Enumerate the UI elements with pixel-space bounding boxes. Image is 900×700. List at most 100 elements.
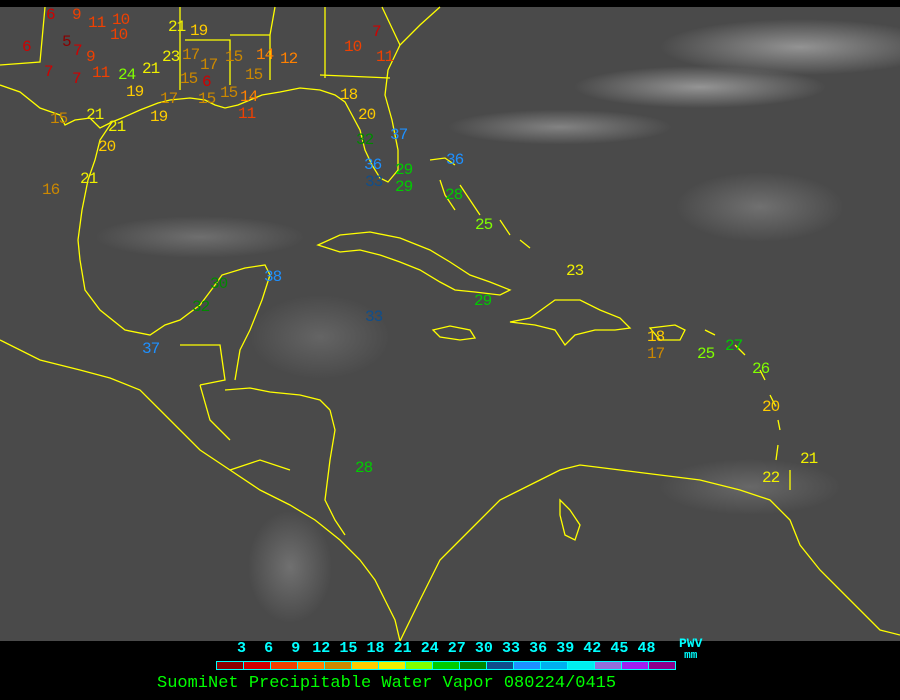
station-pwv-label: 25	[697, 345, 715, 363]
station-pwv-label: 10	[110, 26, 128, 44]
legend-swatch	[541, 662, 568, 669]
station-pwv-label: 24	[118, 66, 136, 84]
station-pwv-label: 11	[88, 14, 106, 32]
station-pwv-label: 22	[762, 469, 780, 487]
legend-swatch	[352, 662, 379, 669]
station-pwv-label: 21	[86, 106, 104, 124]
station-pwv-label: 37	[390, 126, 408, 144]
legend-swatch	[487, 662, 514, 669]
lake-maracaibo	[559, 498, 581, 541]
legend-tick: 33	[502, 640, 521, 657]
station-pwv-label: 20	[98, 138, 116, 156]
legend-tick: 12	[312, 640, 331, 657]
station-pwv-label: 15	[245, 66, 263, 84]
station-pwv-label: 19	[150, 108, 168, 126]
station-pwv-label: 30	[210, 275, 228, 293]
map-title: SuomiNet Precipitable Water Vapor 080224…	[157, 674, 617, 693]
station-pwv-label: 10	[344, 38, 362, 56]
station-pwv-label: 17	[647, 345, 665, 363]
legend-swatch	[433, 662, 460, 669]
legend-swatch	[622, 662, 649, 669]
station-pwv-label: 19	[126, 83, 144, 101]
station-pwv-label: 29	[395, 161, 413, 179]
lesser-antilles	[704, 329, 791, 490]
station-pwv-label: 6	[202, 73, 212, 91]
station-pwv-label: 32	[192, 298, 210, 316]
texas-mexico-coast	[77, 121, 271, 381]
station-pwv-label: 23	[162, 48, 180, 66]
mexico-borders	[180, 344, 291, 471]
station-pwv-label: 18	[340, 86, 358, 104]
station-pwv-label: 21	[168, 18, 186, 36]
station-pwv-label: 7	[44, 63, 54, 81]
south-america-coast	[399, 464, 900, 641]
legend-swatch	[406, 662, 433, 669]
station-pwv-label: 15	[198, 90, 216, 108]
station-pwv-label: 28	[445, 186, 463, 204]
legend-tick: 39	[556, 640, 575, 657]
station-pwv-label: 21	[108, 118, 126, 136]
central-america	[0, 339, 401, 641]
station-pwv-label: 17	[182, 46, 200, 64]
station-pwv-label: 33	[365, 308, 383, 326]
puerto-rico	[648, 324, 686, 341]
legend-swatch	[217, 662, 244, 669]
legend-unit: PWV mm	[679, 636, 703, 662]
legend-tick: 15	[339, 640, 358, 657]
station-pwv-label: 9	[86, 48, 96, 66]
station-pwv-label: 21	[80, 170, 98, 188]
legend-swatch	[514, 662, 541, 669]
station-pwv-label: 20	[762, 398, 780, 416]
legend-swatch	[244, 662, 271, 669]
station-pwv-label: 18	[647, 328, 665, 346]
station-pwv-label: 5	[62, 33, 72, 51]
station-pwv-label: 38	[264, 268, 282, 286]
legend-tick: 27	[447, 640, 466, 657]
station-pwv-label: 21	[142, 60, 160, 78]
station-pwv-label: 6	[46, 6, 56, 24]
station-pwv-label: 16	[42, 181, 60, 199]
jamaica	[431, 325, 477, 341]
station-pwv-label: 17	[200, 56, 218, 74]
legend-unit-top: PWV	[679, 636, 703, 651]
station-pwv-label: 23	[566, 262, 584, 280]
legend-tick: 24	[420, 640, 439, 657]
hispaniola	[509, 299, 632, 347]
legend-swatch	[271, 662, 298, 669]
station-pwv-label: 15	[50, 110, 68, 128]
station-pwv-label: 36	[364, 156, 382, 174]
station-pwv-label: 14	[240, 88, 258, 106]
station-pwv-label: 17	[160, 90, 178, 108]
legend-swatch	[460, 662, 487, 669]
us-state-borders	[0, 6, 401, 90]
station-pwv-label: 29	[474, 292, 492, 310]
station-pwv-label: 25	[475, 216, 493, 234]
cuba	[316, 231, 512, 296]
legend-tick: 21	[393, 640, 412, 657]
satellite-image	[0, 7, 900, 641]
legend-swatch	[568, 662, 595, 669]
station-pwv-label: 26	[752, 360, 770, 378]
legend-tick: 3	[237, 640, 247, 657]
legend-tick: 36	[529, 640, 548, 657]
legend-tick: 18	[366, 640, 385, 657]
station-pwv-label: 27	[725, 337, 743, 355]
legend-tick: 30	[474, 640, 493, 657]
station-pwv-label: 29	[395, 178, 413, 196]
station-pwv-label: 9	[72, 6, 82, 24]
legend-swatch	[379, 662, 406, 669]
legend-tick: 6	[264, 640, 274, 657]
station-pwv-label: 14	[256, 46, 274, 64]
station-pwv-label: 28	[355, 459, 373, 477]
legend-color-bar	[216, 661, 676, 670]
legend-tick: 42	[583, 640, 602, 657]
bahamas	[429, 157, 531, 249]
station-pwv-label: 12	[280, 50, 298, 68]
station-pwv-label: 11	[238, 105, 256, 123]
station-pwv-label: 15	[180, 70, 198, 88]
station-pwv-label: 20	[358, 106, 376, 124]
legend-tick: 9	[291, 640, 301, 657]
legend-tick: 45	[610, 640, 629, 657]
station-pwv-label: 33	[365, 173, 383, 191]
